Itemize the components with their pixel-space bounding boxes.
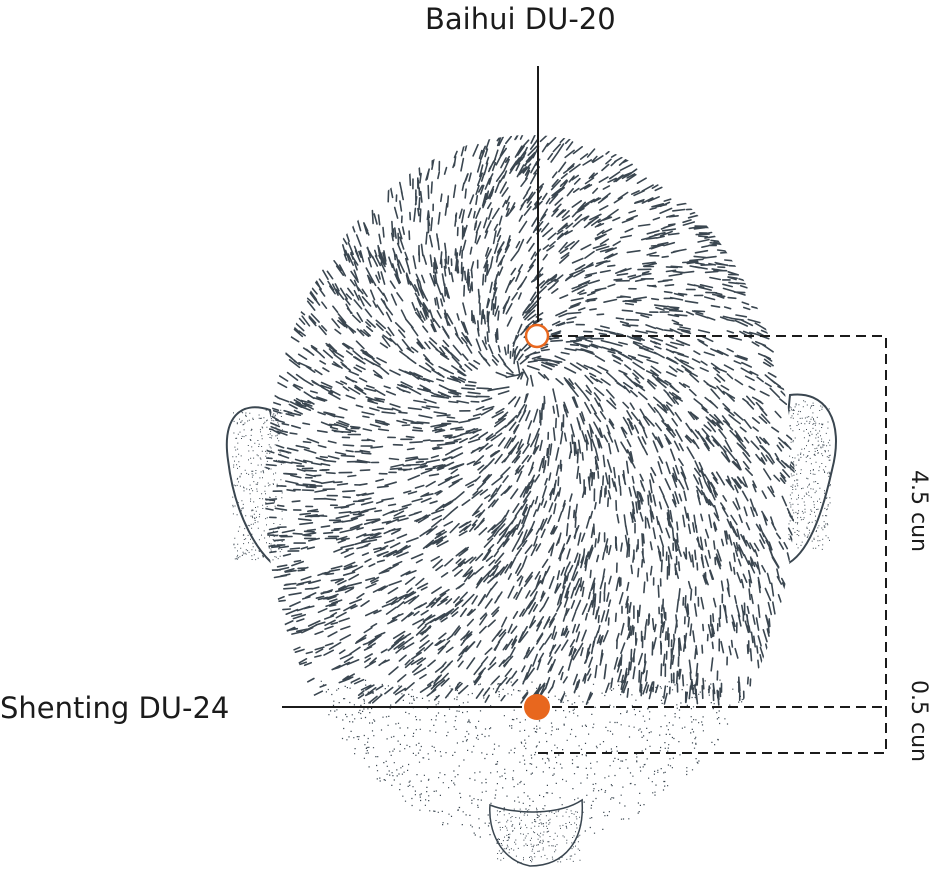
baihui-point-marker[interactable] xyxy=(524,323,550,349)
face-stipple xyxy=(232,400,831,840)
nose-stipple xyxy=(495,807,581,864)
lower-distance-label: 0.5 cun xyxy=(906,680,931,762)
shenting-point-marker[interactable] xyxy=(524,694,550,720)
ear-stipple-path xyxy=(232,400,831,561)
upper-distance-bracket xyxy=(552,335,887,707)
lower-distance-bracket xyxy=(538,707,887,754)
hair-strokes xyxy=(265,135,795,706)
nose-stipple-path xyxy=(495,807,581,864)
upper-distance-label: 4.5 cun xyxy=(906,470,931,552)
shenting-label: Shenting DU-24 xyxy=(0,691,230,725)
hair-stroke-path xyxy=(265,135,795,706)
baihui-label: Baihui DU-20 xyxy=(425,2,616,36)
nose xyxy=(489,798,584,867)
face-stipple-path xyxy=(320,679,743,840)
